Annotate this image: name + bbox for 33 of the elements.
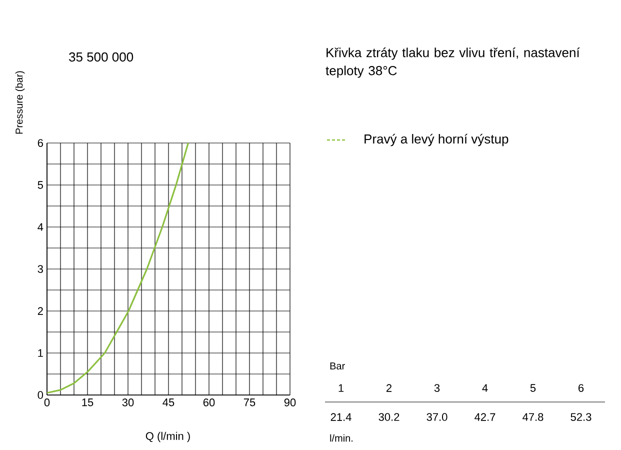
x-tick-label: 75 [244,398,256,406]
x-tick-label: 0 [44,398,50,406]
legend-label: Pravý a levý horní výstup [364,134,508,146]
text: 21.4 [330,413,352,421]
x-tick-label: 30 [122,398,134,406]
y-tick-label: 4 [38,223,44,231]
y-tick-label: 5 [38,181,43,189]
text: 42.7 [474,413,496,421]
text: 6 [578,384,584,392]
text: 37.0 [426,413,448,421]
y-tick-label: 1 [38,349,43,357]
y-tick-label: 2 [38,307,43,315]
x-tick-label: 90 [284,398,296,406]
text: l/min. [330,434,353,442]
text: 1 [338,384,344,392]
y-tick-label: 6 [38,139,43,147]
text: 5 [530,384,536,392]
y-tick-label: 0 [38,391,44,399]
y-tick-label: 3 [38,265,43,273]
text: 52.3 [570,413,592,421]
text: Bar [330,362,345,370]
x-tick-label: 15 [82,398,94,406]
chart-title: 35 500 000 [69,52,134,62]
text: 3 [434,384,440,392]
x-axis-title: Q (l/min ) [146,432,190,442]
y-axis-title: Pressure (bar) [15,71,25,134]
text: Křivka ztráty tlaku bez vlivu tření, nastavení teploty 38°C [326,48,580,78]
text: 30.2 [378,413,400,421]
text: 2 [386,384,392,392]
text: 47.8 [522,413,544,421]
x-tick-label: 45 [162,398,174,406]
x-tick-label: 60 [203,398,215,406]
text: 4 [482,384,488,392]
